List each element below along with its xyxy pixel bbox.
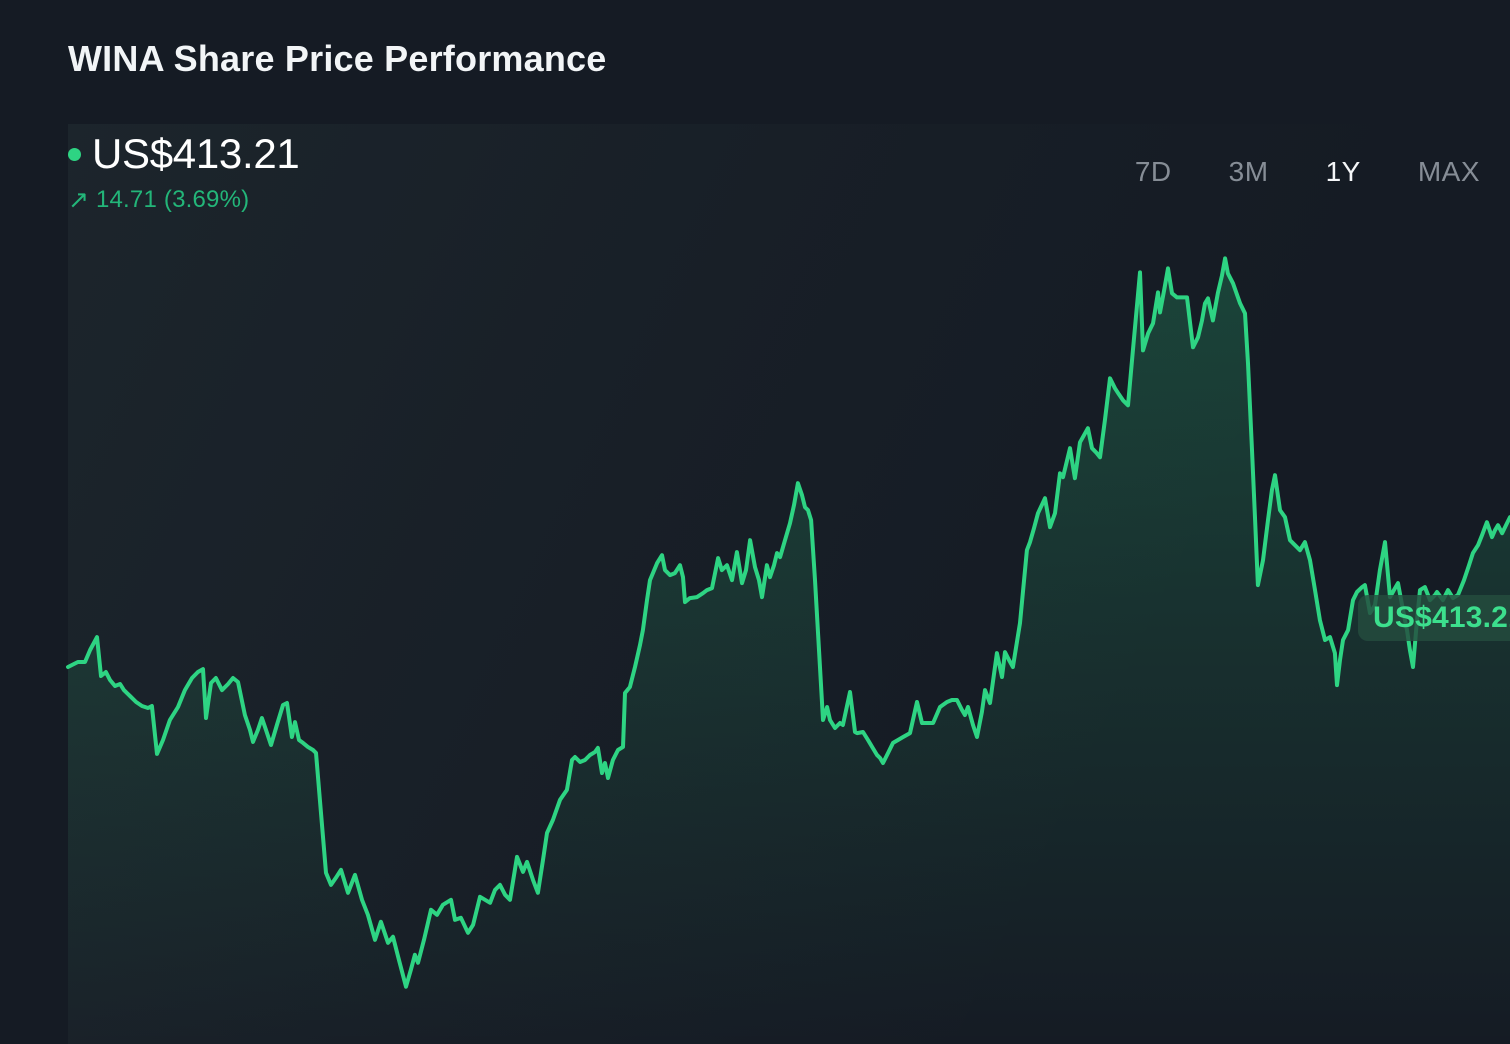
- range-selector: 7D 3M 1Y MAX: [1135, 156, 1480, 188]
- range-option-3m[interactable]: 3M: [1228, 156, 1269, 187]
- price-marker-dot-icon: [68, 147, 81, 161]
- price-area-fill: [68, 258, 1510, 1044]
- chart-title: WINA Share Price Performance: [68, 38, 607, 79]
- price-line: [66, 256, 1510, 989]
- range-option-7d[interactable]: 7D: [1134, 156, 1172, 187]
- current-price-text: US$413.21: [92, 130, 300, 177]
- price-change-row: ↗ 14.71 (3.69%): [68, 186, 249, 214]
- range-option-max[interactable]: MAX: [1417, 156, 1480, 187]
- range-option-1y[interactable]: 1Y: [1325, 156, 1361, 187]
- current-quote: US$413.21: [68, 130, 300, 178]
- price-change-text: 14.71 (3.69%): [95, 186, 250, 213]
- current-price-label: US$413.21: [1358, 595, 1510, 641]
- trend-up-arrow-icon: ↗: [68, 185, 89, 214]
